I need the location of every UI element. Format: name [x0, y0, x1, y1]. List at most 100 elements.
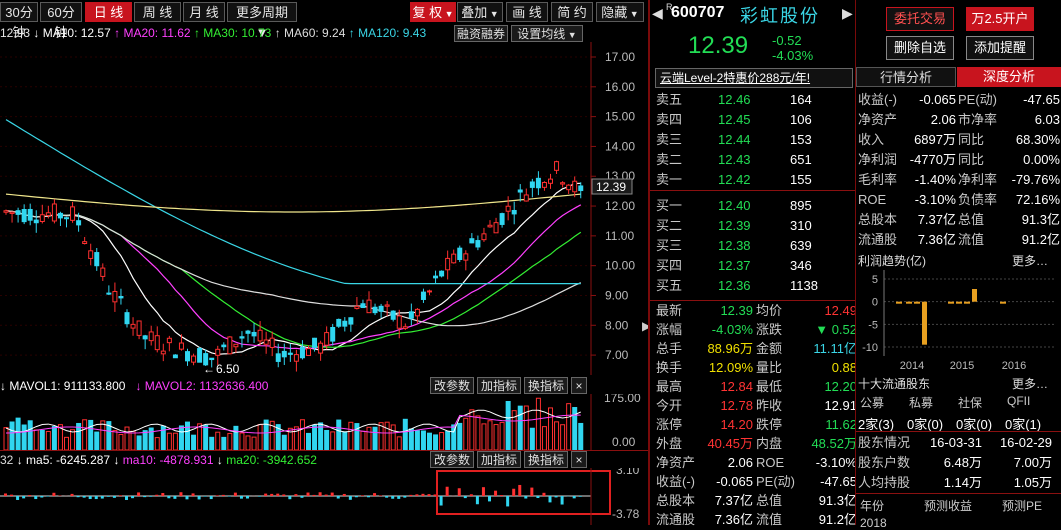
ma30-legend: MA30: 10.73 — [203, 26, 271, 40]
draw-line-button[interactable]: 画 线 — [506, 2, 548, 22]
remove-watchlist-button[interactable]: 删除自选 — [886, 36, 954, 60]
candle-body — [270, 338, 274, 347]
macd-switch-indicator-button[interactable]: 换指标 — [524, 451, 568, 468]
prev-stock-icon[interactable]: ◀ — [652, 5, 663, 22]
candle-body — [415, 309, 419, 315]
ma-settings-dropdown[interactable]: 设置均线 ▼ — [511, 25, 583, 42]
chart-area[interactable]: 30分钟 60分钟 日 线 周 线 月 线 更多周期 ▼ 复 权 ▼ 叠加 ▼ … — [0, 0, 648, 525]
macd-close-button[interactable]: × — [571, 451, 587, 468]
price-chart[interactable]: 17.0016.0015.0014.0013.0012.0011.0010.00… — [0, 42, 648, 375]
candle-body — [530, 182, 534, 187]
candle-body — [409, 312, 413, 318]
volume-bar — [22, 425, 26, 450]
candle-body — [542, 182, 546, 187]
top10-header: QFII — [1007, 394, 1030, 408]
macd-add-indicator-button[interactable]: 加指标 — [477, 451, 521, 468]
top10-more[interactable]: 更多… — [1012, 375, 1048, 392]
period-monthly-button[interactable]: 月 线 — [183, 2, 225, 22]
macd-bar — [494, 491, 497, 496]
vol-switch-indicator-button[interactable]: 换指标 — [524, 377, 568, 394]
overlay-dropdown[interactable]: 叠加 ▼ — [457, 2, 503, 22]
fundamental-label: 净利润 — [858, 150, 897, 170]
tab-market-analysis[interactable]: 行情分析 — [856, 67, 956, 87]
fundamental-value: 91.3亿 — [1022, 210, 1060, 230]
arrow-icon: ↑ — [194, 26, 203, 40]
ask-level-label: 卖四 — [656, 110, 682, 129]
quote-panel: ◀ R 600707 彩虹股份 ▶ 12.39 -0.52 -4.03% 云端L… — [650, 0, 855, 525]
macd-bar — [482, 487, 485, 496]
more-periods-dropdown[interactable]: 更多周期 ▼ — [227, 2, 297, 22]
ask-level-label: 卖五 — [656, 90, 682, 109]
period-30min-button[interactable]: 30分钟 — [0, 2, 38, 22]
analysis-panel: 委托交易 万2.5开户 删除自选 添加提醒 行情分析 深度分析 收益(-)-0.… — [856, 0, 1061, 525]
ask-price: 12.45 — [718, 110, 751, 129]
macd-bar — [319, 492, 322, 496]
volume-bar — [167, 433, 171, 450]
price-tick-label: 10.00 — [605, 259, 635, 273]
promo-text[interactable]: 云端Level-2特惠价288元/年! — [656, 71, 810, 85]
candle-body — [288, 353, 292, 354]
add-alert-button[interactable]: 添加提醒 — [966, 36, 1034, 60]
hide-dropdown[interactable]: 隐藏 ▼ — [596, 2, 644, 22]
stat-value: 12.20 — [824, 377, 857, 396]
volume-bar — [482, 424, 486, 450]
volume-bar — [331, 432, 335, 450]
volume-bar — [579, 423, 583, 450]
macd-bar — [107, 496, 110, 497]
vol-add-indicator-button[interactable]: 加指标 — [477, 377, 521, 394]
candle-body — [337, 319, 341, 326]
promo-banner[interactable]: 云端Level-2特惠价288元/年! — [655, 68, 853, 88]
volume-bar — [555, 422, 559, 450]
macd-bar — [137, 492, 140, 496]
next-stock-icon[interactable]: ▶ — [842, 5, 853, 22]
overlay-label: 叠加 — [461, 5, 487, 20]
period-60min-button[interactable]: 60分钟 — [40, 2, 82, 22]
fundamental-label: 收入 — [858, 130, 884, 150]
macd-bar — [415, 494, 418, 496]
holder-value: 1.05万 — [1014, 473, 1052, 493]
volume-chart[interactable]: 175.00 0.00 — [0, 394, 648, 450]
macd-chart[interactable]: 3.10 -3.78 — [0, 468, 648, 525]
rzrq-button[interactable]: 融资融券 — [454, 25, 508, 42]
price-tick-label: 9.00 — [605, 288, 629, 302]
top10-more-label[interactable]: 更多 — [1012, 377, 1036, 391]
period-weekly-button[interactable]: 周 线 — [134, 2, 181, 22]
ask-volume: 164 — [790, 90, 812, 109]
macd-params-button[interactable]: 改参数 — [430, 451, 474, 468]
period-daily-button[interactable]: 日 线 — [85, 2, 132, 22]
stat-value: 12.84 — [720, 377, 753, 396]
macd-bar — [222, 495, 225, 496]
vol-params-button[interactable]: 改参数 — [430, 377, 474, 394]
simple-mode-button[interactable]: 简 约 — [551, 2, 593, 22]
open-account-button[interactable]: 万2.5开户 — [966, 7, 1034, 31]
fuquan-dropdown[interactable]: 复 权 ▼ — [410, 2, 456, 22]
volume-bar — [397, 437, 401, 450]
stat-label: 最新 — [656, 301, 682, 320]
volume-bar — [173, 433, 177, 450]
vol-close-button[interactable]: × — [571, 377, 587, 394]
candle-body — [192, 356, 196, 362]
stat-value: 12.91 — [824, 396, 857, 415]
bid-price: 12.39 — [718, 216, 751, 235]
tab-deep-analysis[interactable]: 深度分析 — [957, 67, 1061, 87]
macd-bar — [307, 493, 310, 496]
candle-body — [512, 210, 516, 213]
trade-button[interactable]: 委托交易 — [886, 7, 954, 31]
bid-volume: 1138 — [790, 276, 818, 295]
candle-body — [282, 351, 286, 356]
